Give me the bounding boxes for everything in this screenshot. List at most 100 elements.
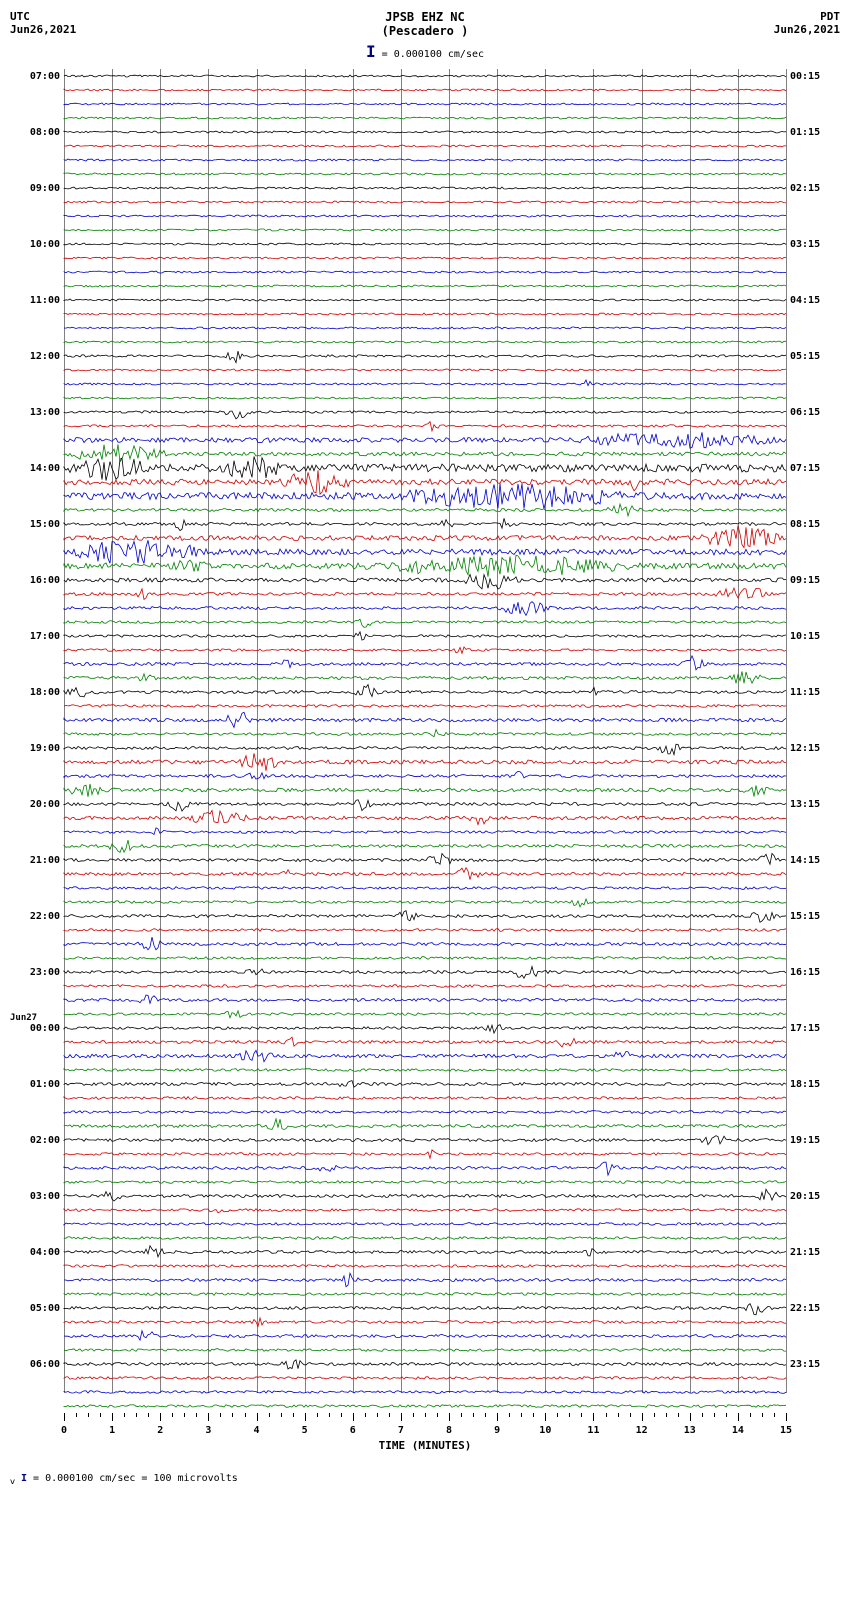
x-axis-label: TIME (MINUTES) — [379, 1439, 472, 1452]
x-tick-mark — [738, 1413, 739, 1421]
x-minor-tick — [389, 1413, 390, 1417]
time-label-pdt: 12:15 — [786, 743, 840, 754]
x-minor-tick — [437, 1413, 438, 1417]
time-label-utc: 08:00 — [10, 127, 64, 138]
x-tick-mark — [305, 1413, 306, 1421]
x-minor-tick — [654, 1413, 655, 1417]
footer: ⅴ I = 0.000100 cm/sec = 100 microvolts — [10, 1473, 840, 1486]
x-tick-label: 7 — [398, 1425, 404, 1436]
x-minor-tick — [365, 1413, 366, 1417]
x-tick-mark — [401, 1413, 402, 1421]
x-minor-tick — [100, 1413, 101, 1417]
time-label-utc: 07:00 — [10, 71, 64, 82]
trace — [64, 1399, 786, 1413]
time-label-pdt: 16:15 — [786, 967, 840, 978]
seismogram-container: UTC Jun26,2021 JPSB EHZ NC (Pescadero ) … — [10, 10, 840, 1486]
time-label-utc: 18:00 — [10, 687, 64, 698]
x-minor-tick — [509, 1413, 510, 1417]
x-tick-label: 6 — [350, 1425, 356, 1436]
x-tick-label: 3 — [205, 1425, 211, 1436]
time-label-pdt: 05:15 — [786, 351, 840, 362]
x-tick-mark — [642, 1413, 643, 1421]
x-minor-tick — [148, 1413, 149, 1417]
x-minor-tick — [88, 1413, 89, 1417]
x-minor-tick — [678, 1413, 679, 1417]
x-minor-tick — [630, 1413, 631, 1417]
x-minor-tick — [774, 1413, 775, 1417]
x-tick-label: 1 — [109, 1425, 115, 1436]
x-tick-label: 11 — [587, 1425, 599, 1436]
x-minor-tick — [762, 1413, 763, 1417]
time-label-utc: 05:00 — [10, 1303, 64, 1314]
x-axis: TIME (MINUTES) 0123456789101112131415 — [64, 1413, 786, 1453]
tz-left: UTC — [10, 10, 90, 23]
x-tick-mark — [786, 1413, 787, 1421]
time-label-pdt: 00:15 — [786, 71, 840, 82]
x-minor-tick — [245, 1413, 246, 1417]
time-label-utc: 00:00Jun27 — [10, 1023, 64, 1034]
time-label-utc: 19:00 — [10, 743, 64, 754]
x-tick-mark — [64, 1413, 65, 1421]
time-label-utc: 06:00 — [10, 1359, 64, 1370]
time-label-pdt: 13:15 — [786, 799, 840, 810]
x-minor-tick — [666, 1413, 667, 1417]
x-tick-mark — [257, 1413, 258, 1421]
x-tick-label: 10 — [539, 1425, 551, 1436]
x-minor-tick — [232, 1413, 233, 1417]
x-tick-label: 5 — [302, 1425, 308, 1436]
x-minor-tick — [569, 1413, 570, 1417]
x-minor-tick — [533, 1413, 534, 1417]
time-label-utc: 01:00 — [10, 1079, 64, 1090]
time-label-pdt: 17:15 — [786, 1023, 840, 1034]
plot-area: 07:0000:1508:0001:1509:0002:1510:0003:15… — [10, 69, 840, 1413]
date-right: Jun26,2021 — [760, 23, 840, 36]
x-minor-tick — [317, 1413, 318, 1417]
header-right: PDT Jun26,2021 — [760, 10, 840, 36]
time-label-pdt: 11:15 — [786, 687, 840, 698]
x-minor-tick — [196, 1413, 197, 1417]
time-label-utc: 21:00 — [10, 855, 64, 866]
time-label-pdt: 23:15 — [786, 1359, 840, 1370]
time-label-pdt: 19:15 — [786, 1135, 840, 1146]
x-minor-tick — [618, 1413, 619, 1417]
time-label-utc: 04:00 — [10, 1247, 64, 1258]
x-tick-label: 4 — [254, 1425, 260, 1436]
x-tick-mark — [497, 1413, 498, 1421]
x-tick-mark — [593, 1413, 594, 1421]
x-tick-label: 9 — [494, 1425, 500, 1436]
x-minor-tick — [714, 1413, 715, 1417]
time-label-pdt: 09:15 — [786, 575, 840, 586]
x-tick-label: 8 — [446, 1425, 452, 1436]
x-tick-mark — [160, 1413, 161, 1421]
time-label-pdt: 14:15 — [786, 855, 840, 866]
x-minor-tick — [172, 1413, 173, 1417]
footer-text: = 0.000100 cm/sec = 100 microvolts — [33, 1473, 238, 1484]
x-minor-tick — [76, 1413, 77, 1417]
x-minor-tick — [269, 1413, 270, 1417]
time-label-utc: 10:00 — [10, 239, 64, 250]
x-tick-label: 14 — [732, 1425, 744, 1436]
x-tick-label: 12 — [636, 1425, 648, 1436]
time-label-utc: 03:00 — [10, 1191, 64, 1202]
time-label-pdt: 10:15 — [786, 631, 840, 642]
time-label-pdt: 21:15 — [786, 1247, 840, 1258]
x-minor-tick — [377, 1413, 378, 1417]
x-minor-tick — [750, 1413, 751, 1417]
time-label-pdt: 02:15 — [786, 183, 840, 194]
time-label-utc: 16:00 — [10, 575, 64, 586]
footer-bar-icon: I — [21, 1473, 27, 1484]
time-label-pdt: 06:15 — [786, 407, 840, 418]
x-tick-label: 13 — [684, 1425, 696, 1436]
time-label-pdt: 04:15 — [786, 295, 840, 306]
x-minor-tick — [184, 1413, 185, 1417]
tz-right: PDT — [760, 10, 840, 23]
trace-row — [10, 1399, 840, 1413]
time-label-pdt: 18:15 — [786, 1079, 840, 1090]
time-label-pdt: 01:15 — [786, 127, 840, 138]
x-minor-tick — [425, 1413, 426, 1417]
time-label-pdt: 22:15 — [786, 1303, 840, 1314]
x-minor-tick — [702, 1413, 703, 1417]
x-tick-mark — [545, 1413, 546, 1421]
x-tick-mark — [353, 1413, 354, 1421]
time-label-pdt: 03:15 — [786, 239, 840, 250]
